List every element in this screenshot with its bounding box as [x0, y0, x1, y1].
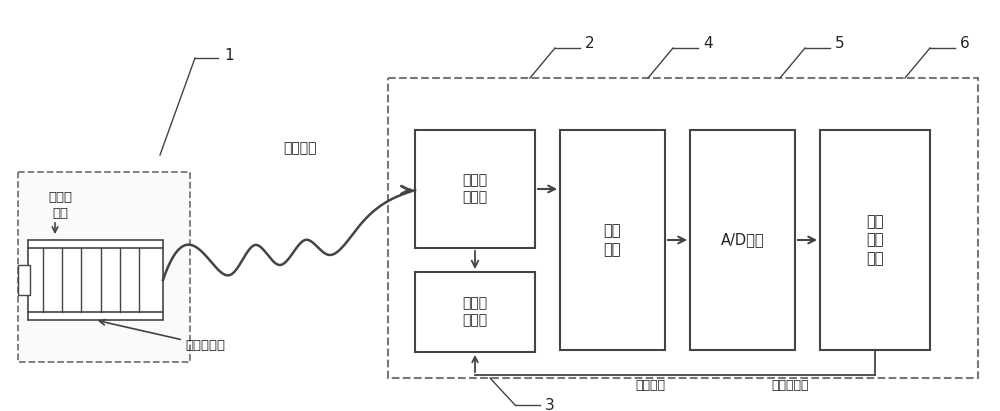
Text: 信号
处理
模块: 信号 处理 模块 — [866, 214, 884, 266]
Bar — [18, 172, 190, 362]
Text: 3: 3 — [545, 397, 555, 411]
Bar — [820, 130, 930, 350]
Text: 6: 6 — [960, 37, 970, 51]
Text: 电磁屏
蔽罩: 电磁屏 蔽罩 — [48, 191, 72, 219]
Bar — [690, 130, 795, 350]
Text: 屏蔽电缆: 屏蔽电缆 — [283, 141, 317, 155]
Text: 滤波
模块: 滤波 模块 — [604, 223, 621, 257]
Bar — [560, 130, 665, 350]
Text: 控制信号: 控制信号 — [635, 379, 665, 392]
Text: 4: 4 — [703, 37, 713, 51]
Text: 电磁屏蔽罩: 电磁屏蔽罩 — [771, 379, 809, 392]
Text: 5: 5 — [835, 37, 845, 51]
Text: 信号转
换模块: 信号转 换模块 — [462, 173, 488, 205]
Bar — [415, 272, 535, 352]
Text: A/D模块: A/D模块 — [721, 233, 764, 247]
Text: 1: 1 — [224, 48, 234, 62]
Bar — [18, 265, 30, 295]
Text: 量程选
择模块: 量程选 择模块 — [462, 296, 488, 328]
Bar — [415, 130, 535, 248]
Bar — [28, 240, 163, 320]
Text: 纳米传感器: 纳米传感器 — [185, 339, 225, 351]
Text: 2: 2 — [585, 37, 595, 51]
Bar — [388, 78, 978, 378]
